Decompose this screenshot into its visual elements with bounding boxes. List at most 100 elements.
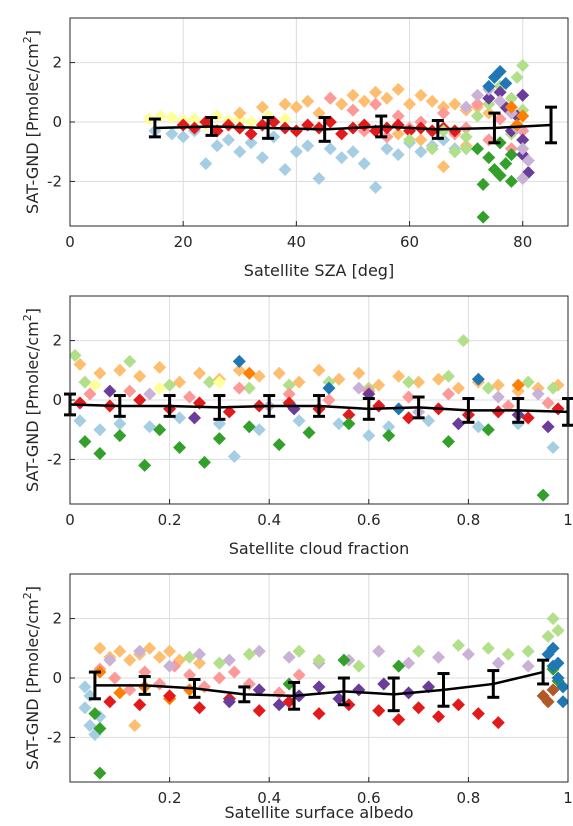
data-point	[546, 641, 560, 655]
data-point	[414, 145, 428, 159]
data-point	[163, 644, 177, 658]
data-point	[441, 369, 455, 383]
data-point	[481, 423, 495, 437]
data-point	[437, 160, 450, 174]
x-tick-label: 20	[174, 233, 193, 251]
data-point	[93, 423, 107, 437]
data-point	[252, 683, 266, 697]
data-point	[165, 111, 179, 125]
data-point	[402, 375, 416, 389]
error-bar	[213, 394, 226, 421]
mean-line	[154, 123, 552, 131]
error-bar	[113, 394, 126, 418]
data-point	[412, 644, 426, 658]
data-point	[165, 127, 179, 141]
data-point	[73, 414, 87, 428]
data-point	[504, 174, 518, 188]
data-point	[133, 644, 147, 658]
data-point	[192, 366, 206, 380]
data-point	[546, 612, 560, 626]
data-point	[113, 429, 127, 443]
data-point	[183, 683, 197, 697]
data-point	[301, 118, 315, 132]
data-point	[425, 142, 439, 156]
x-tick-label: 0.8	[456, 511, 480, 529]
data-point	[312, 707, 326, 721]
data-point	[78, 435, 92, 449]
data-point	[222, 405, 236, 419]
data-point	[476, 210, 490, 224]
data-point	[233, 106, 247, 120]
data-point	[369, 85, 383, 99]
data-point	[392, 713, 406, 727]
data-point	[222, 653, 236, 667]
data-point	[377, 677, 391, 691]
data-point	[437, 124, 450, 138]
data-point	[425, 124, 439, 138]
data-point	[369, 97, 383, 111]
y-tick-label: -2	[47, 172, 62, 190]
y-tick-label: 2	[52, 332, 62, 350]
data-point	[546, 441, 560, 455]
data-point	[551, 656, 565, 670]
data-point	[481, 381, 495, 395]
data-point	[221, 133, 235, 147]
data-point	[451, 638, 465, 652]
data-point	[113, 644, 127, 658]
data-point	[541, 396, 555, 410]
data-point	[432, 650, 446, 664]
data-point	[133, 698, 147, 712]
data-point	[210, 139, 224, 153]
data-point	[471, 420, 485, 434]
data-point	[372, 704, 386, 718]
data-point	[541, 695, 555, 709]
data-point	[510, 70, 524, 84]
x-tick-label: 0.2	[158, 511, 182, 529]
data-point	[448, 124, 462, 138]
data-point	[412, 375, 426, 389]
x-tick-label: 80	[513, 233, 532, 251]
error-bar	[163, 394, 176, 418]
data-point	[382, 420, 396, 434]
data-point	[242, 647, 256, 661]
data-point	[541, 629, 555, 643]
data-point	[391, 82, 405, 96]
error-bar	[375, 114, 388, 139]
data-point	[282, 650, 296, 664]
x-tick-label: 1	[563, 789, 573, 807]
data-point	[403, 124, 417, 138]
data-point	[113, 417, 127, 431]
data-point	[441, 387, 455, 401]
error-bar	[512, 397, 525, 424]
data-point	[402, 411, 416, 425]
y-tick-labels: -2 0 2	[47, 610, 62, 747]
error-bar	[318, 116, 331, 143]
data-point	[332, 372, 346, 386]
x-tick-labels: 0 0.2 0.4 0.6 0.8 1	[65, 511, 573, 529]
data-point	[173, 411, 187, 425]
data-point	[391, 127, 405, 141]
data-point	[173, 441, 187, 455]
data-point	[459, 100, 473, 114]
data-point	[242, 420, 256, 434]
data-point	[78, 375, 92, 389]
error-bar	[148, 117, 161, 139]
y-axis-label: SAT-GND [Pmolec/cm2]	[21, 308, 42, 492]
data-point	[332, 417, 346, 431]
data-point	[369, 124, 383, 138]
data-point	[491, 390, 505, 404]
data-point	[323, 142, 337, 156]
data-point	[510, 118, 524, 132]
y-axis-label: SAT-GND [Pmolec/cm2]	[21, 30, 42, 214]
data-point	[448, 145, 462, 159]
data-point	[312, 653, 326, 667]
data-point	[153, 381, 167, 395]
data-point	[362, 429, 376, 443]
data-point	[414, 88, 428, 102]
data-point	[536, 488, 550, 502]
data-point	[78, 680, 92, 694]
y-axis-label: SAT-GND [Pmolec/cm2]	[21, 586, 42, 770]
error-bar	[487, 669, 500, 699]
data-point	[346, 103, 360, 117]
